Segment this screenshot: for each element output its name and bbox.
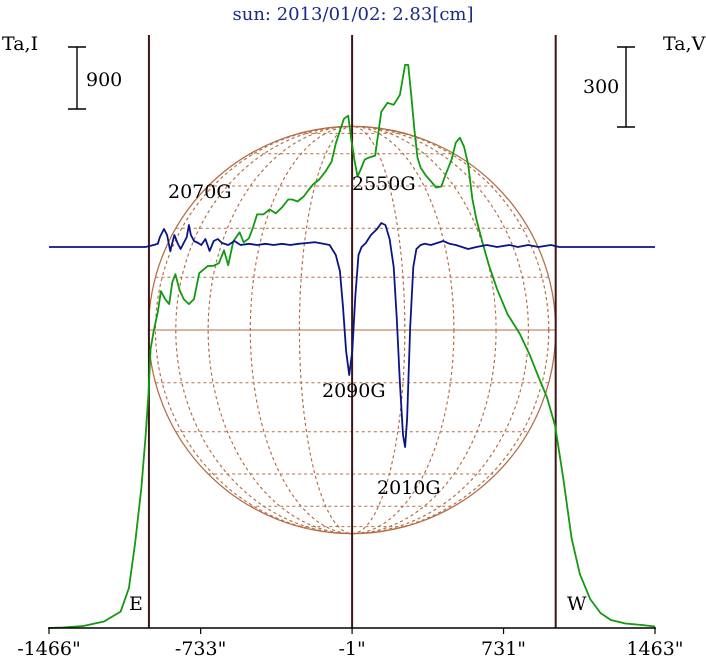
disk-meridian bbox=[298, 125, 406, 535]
left-axis-label: Ta,I bbox=[2, 33, 38, 55]
series-intensity-line bbox=[48, 64, 656, 629]
annotation-2550g: 2550G bbox=[352, 173, 416, 195]
right-scale-bar: 300 bbox=[583, 46, 635, 128]
annotation-2070g: 2070G bbox=[168, 181, 232, 203]
left-scale-bar: 900 bbox=[68, 46, 122, 110]
x-tick-label: 731" bbox=[481, 638, 526, 660]
left-scale-value: 900 bbox=[86, 69, 122, 91]
annotation-2010g: 2010G bbox=[377, 477, 441, 499]
series-group bbox=[48, 64, 656, 629]
marker-lines bbox=[147, 35, 557, 628]
x-tick-label: -1" bbox=[338, 638, 365, 660]
right-axis-label: Ta,V bbox=[663, 33, 706, 55]
x-tick-label: 1463" bbox=[626, 638, 683, 660]
chart-title: sun: 2013/01/02: 2.83[cm] bbox=[232, 4, 473, 25]
west-limb-label: W bbox=[567, 593, 587, 615]
x-tick-label: -733" bbox=[175, 638, 226, 660]
x-tick-label: -1466" bbox=[17, 638, 81, 660]
east-limb-label: E bbox=[129, 593, 143, 615]
annotation-2090g: 2090G bbox=[322, 380, 386, 402]
series-polarization-line bbox=[49, 222, 655, 448]
x-axis-ticks: -1466" -733" -1" 731" 1463" bbox=[17, 628, 684, 660]
right-scale-value: 300 bbox=[583, 76, 619, 98]
